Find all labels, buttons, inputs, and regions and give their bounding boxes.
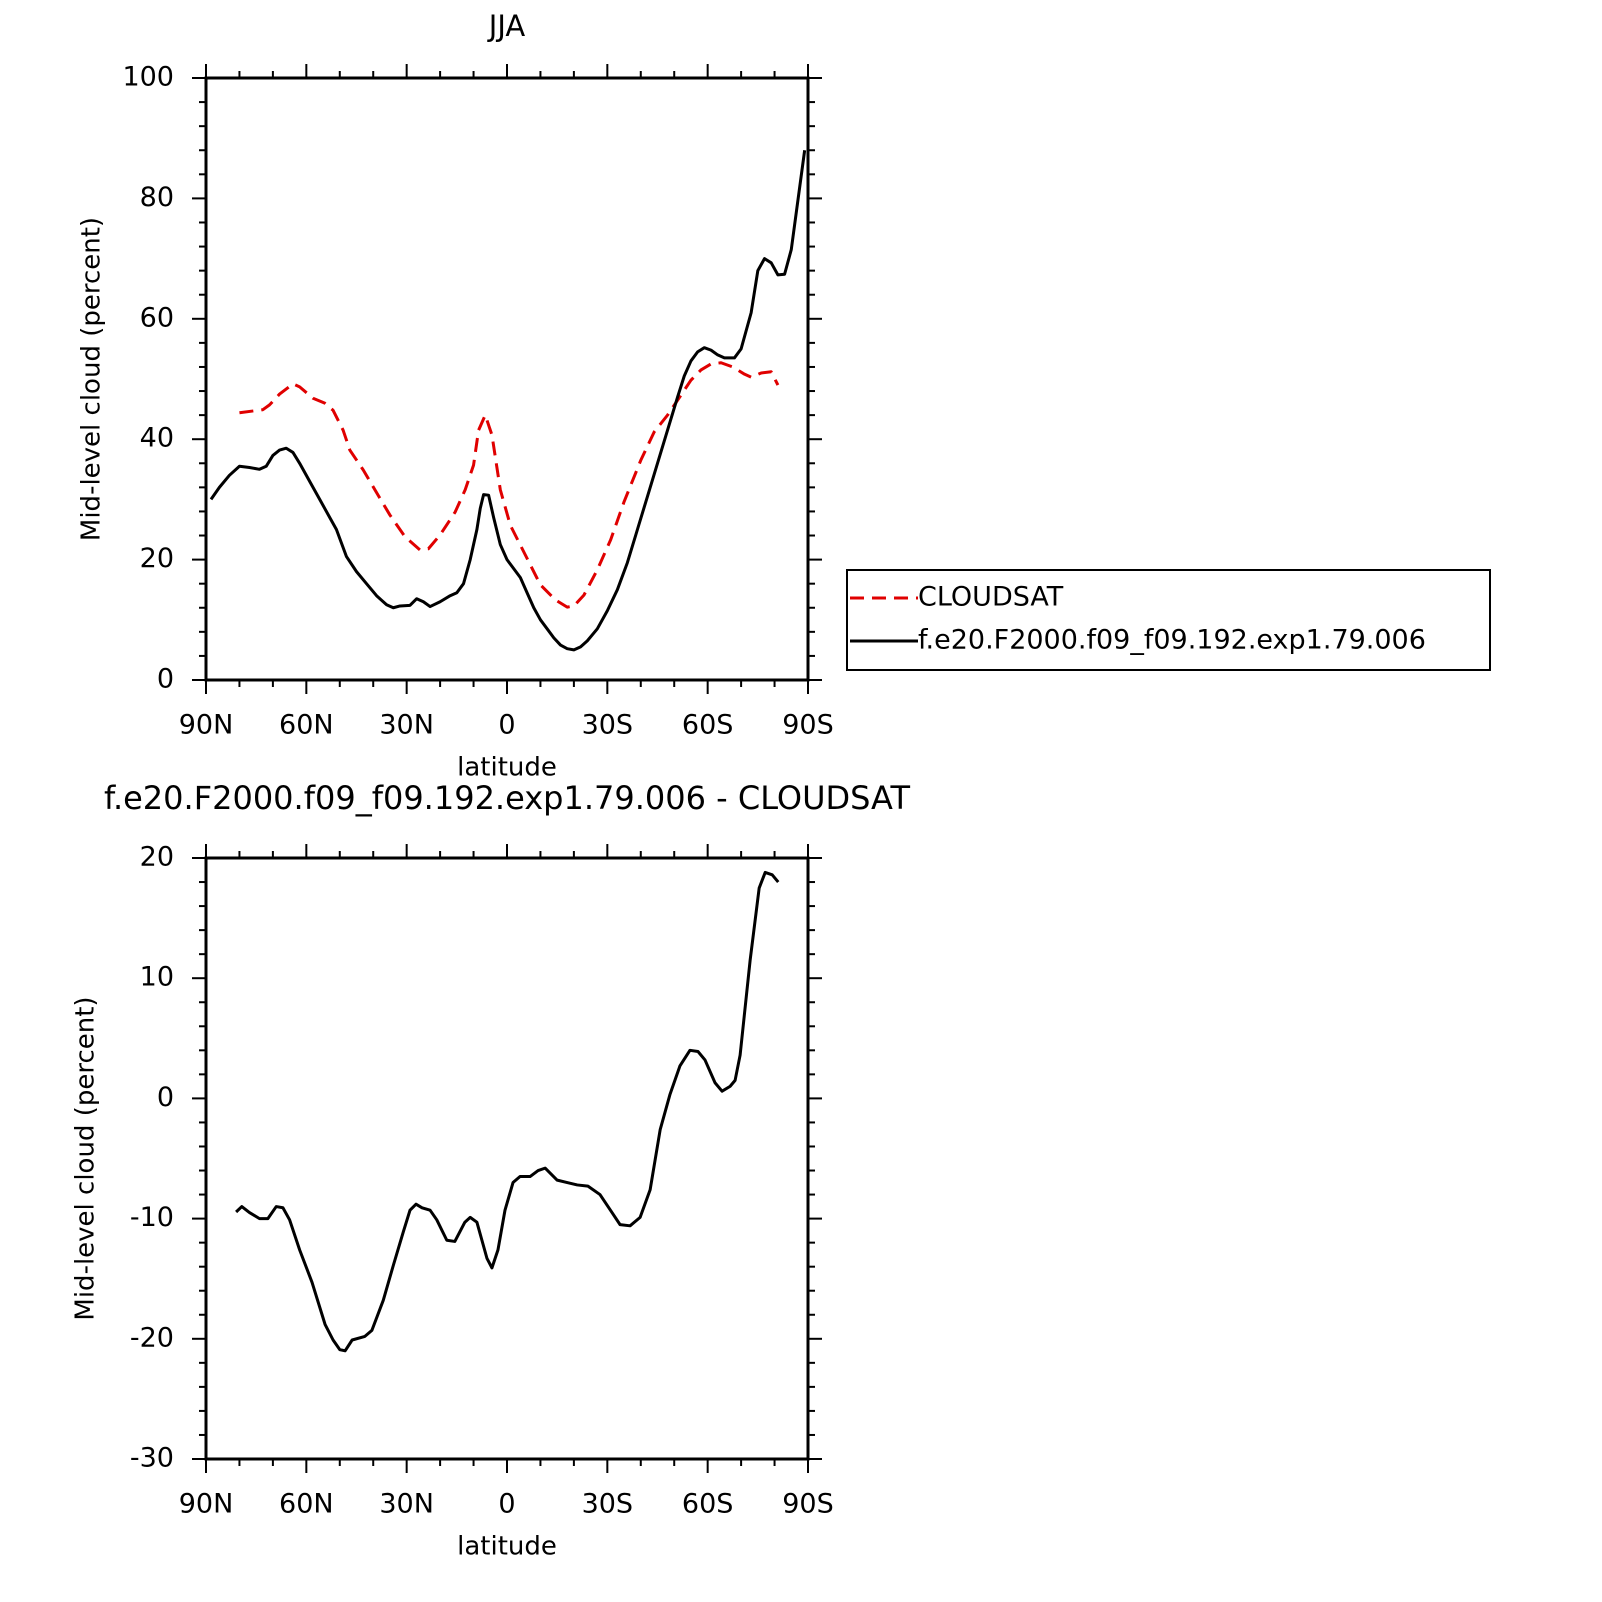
y-tick-label: 80	[140, 182, 174, 213]
legend-label: CLOUDSAT	[918, 582, 1064, 613]
x-tick-label: 60S	[682, 710, 734, 741]
y-tick-label: 0	[157, 1082, 174, 1113]
chart-title: f.e20.F2000.f09_f09.192.exp1.79.006 - CL…	[104, 779, 910, 817]
x-axis-label: latitude	[457, 753, 557, 783]
legend-label: f.e20.F2000.f09_f09.192.exp1.79.006	[918, 625, 1426, 656]
y-tick-label: 0	[157, 664, 174, 695]
x-tick-label: 90S	[782, 710, 834, 741]
legend-box	[846, 569, 1491, 671]
y-tick-label: 40	[140, 423, 174, 454]
plot-frame	[204, 76, 810, 682]
data-line	[235, 870, 780, 1353]
x-tick-label: 90N	[179, 1489, 234, 1520]
plot-frame	[204, 856, 810, 1461]
x-tick-label: 30N	[379, 1489, 434, 1520]
x-tick-label: 90S	[782, 1489, 834, 1520]
chart-title: JJA	[487, 9, 526, 43]
x-tick-label: 30S	[582, 710, 634, 741]
y-tick-label: 20	[140, 842, 174, 873]
y-axis-label: Mid-level cloud (percent)	[71, 996, 101, 1320]
x-tick-label: 60S	[682, 1489, 734, 1520]
x-tick-label: 90N	[179, 710, 234, 741]
data-line	[209, 150, 807, 652]
x-tick-label: 60N	[279, 710, 334, 741]
y-tick-label: 100	[122, 62, 174, 93]
x-tick-label: 30S	[582, 1489, 634, 1520]
x-tick-label: 60N	[279, 1489, 334, 1520]
y-tick-label: -30	[130, 1443, 174, 1474]
x-tick-label: 0	[498, 710, 515, 741]
x-tick-label: 30N	[379, 710, 434, 741]
y-axis-label: Mid-level cloud (percent)	[77, 217, 107, 541]
y-tick-label: 10	[140, 962, 174, 993]
data-line	[239, 361, 780, 609]
x-axis-label: latitude	[457, 1532, 557, 1562]
y-tick-label: -10	[130, 1202, 174, 1233]
y-tick-label: 60	[140, 302, 174, 333]
y-tick-label: 20	[140, 543, 174, 574]
y-tick-label: -20	[130, 1322, 174, 1353]
x-tick-label: 0	[498, 1489, 515, 1520]
